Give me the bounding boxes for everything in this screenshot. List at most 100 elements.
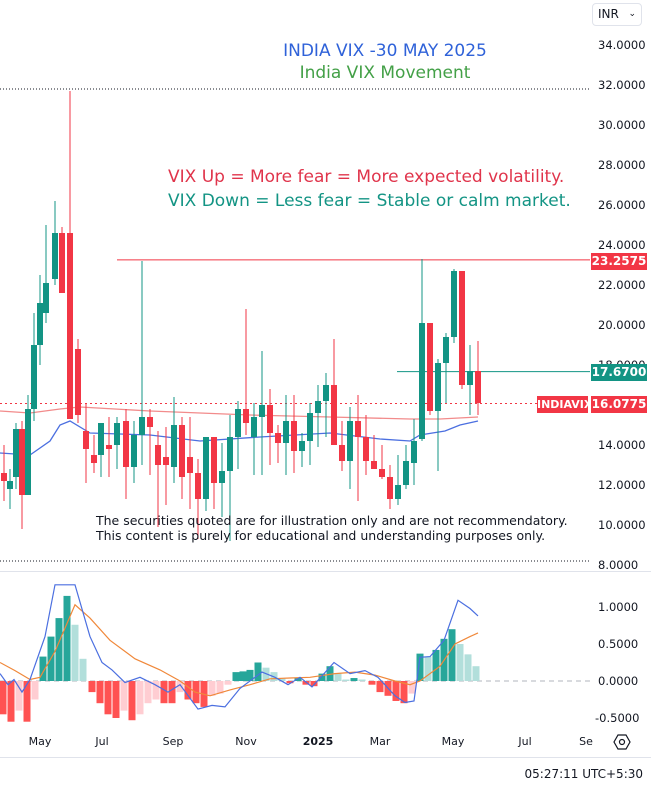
- candle: [315, 385, 321, 447]
- note-vix-up: VIX Up = More fear = More expected volat…: [168, 167, 565, 187]
- histogram-bar: [376, 681, 384, 693]
- candle: [123, 409, 129, 499]
- histogram-bar: [96, 681, 104, 704]
- disclaimer-line-1: The securities quoted are for illustrati…: [96, 513, 568, 528]
- chevron-down-icon: ⌄: [628, 9, 636, 19]
- pane-divider[interactable]: [0, 571, 651, 572]
- candle: [307, 403, 313, 465]
- candle: [52, 201, 58, 285]
- histogram-bar: [286, 681, 294, 684]
- candle: [163, 427, 169, 505]
- candle: [451, 269, 457, 343]
- candle: [91, 435, 97, 473]
- price-tick: 14.0000: [598, 438, 646, 452]
- candle: [355, 395, 361, 501]
- last-price-label: 16.0775: [591, 396, 647, 413]
- candle: [267, 389, 273, 465]
- candle: [155, 431, 161, 527]
- histogram-bar: [472, 666, 480, 681]
- histogram-bar: [63, 595, 71, 681]
- histogram-bar: [358, 679, 366, 681]
- histogram-bar: [208, 681, 216, 696]
- annotation-notes: VIX Up = More fear = More expected volat…: [168, 165, 571, 213]
- histogram-bar: [88, 681, 96, 693]
- histogram-bar: [104, 681, 112, 715]
- oscillator-tick: 1.0000: [598, 600, 639, 614]
- histogram-bar: [7, 681, 15, 722]
- price-tick: 24.0000: [598, 238, 646, 252]
- candle: [98, 423, 104, 477]
- price-tick: 10.0000: [598, 518, 646, 532]
- candle: [363, 415, 369, 475]
- histogram-bar: [128, 681, 136, 721]
- histogram-bar: [392, 681, 400, 701]
- histogram-bar: [71, 624, 79, 681]
- clock-timezone[interactable]: 05:27:11 UTC+5:30: [524, 767, 644, 781]
- disclaimer: The securities quoted are for illustrati…: [96, 513, 568, 543]
- price-tick: 22.0000: [598, 278, 646, 292]
- price-tick: 20.0000: [598, 318, 646, 332]
- chart-settings-button[interactable]: [612, 733, 632, 751]
- histogram-bar: [294, 678, 302, 681]
- histogram-bar: [176, 681, 184, 693]
- oscillator-tick: 0.0000: [598, 674, 639, 688]
- time-tick: Sep: [162, 735, 184, 748]
- candle: [291, 395, 297, 473]
- disclaimer-line-2: This content is purely for educational a…: [96, 528, 546, 543]
- histogram-bar: [23, 681, 31, 722]
- candle: [227, 415, 233, 541]
- candle: [427, 323, 433, 415]
- candle: [31, 313, 37, 421]
- time-tick: Mar: [369, 735, 391, 748]
- oscillator-tick: 0.5000: [598, 637, 639, 651]
- price-tick: 30.0000: [598, 118, 646, 132]
- candle: [403, 445, 409, 489]
- candle: [435, 359, 441, 471]
- oscillator-lines: [0, 584, 479, 710]
- histogram-bar: [79, 658, 87, 681]
- candle: [339, 421, 345, 471]
- candle: [131, 421, 137, 483]
- candle: [139, 261, 145, 465]
- histogram-bar: [15, 681, 23, 711]
- histogram-bar: [160, 681, 168, 704]
- histogram-bar: [432, 649, 440, 681]
- chart-subtitle: India VIX Movement: [299, 63, 471, 83]
- histogram-bar: [239, 671, 247, 681]
- note-vix-down: VIX Down = Less fear = Stable or calm ma…: [168, 191, 571, 211]
- footer-divider: [0, 757, 651, 758]
- price-tick: 32.0000: [598, 78, 646, 92]
- candle: [147, 409, 153, 475]
- candle: [443, 333, 449, 403]
- histogram-bar: [120, 681, 128, 711]
- candle: [211, 437, 217, 509]
- candle: [251, 403, 257, 475]
- chart-title: INDIA VIX -30 MAY 2025: [283, 41, 487, 61]
- time-tick: May: [28, 735, 52, 748]
- histogram-bar: [456, 644, 464, 681]
- currency-select[interactable]: INR ⌄: [592, 3, 642, 26]
- candle: [25, 395, 31, 495]
- oscillator-histogram: [0, 595, 480, 722]
- histogram-bar: [400, 681, 408, 704]
- candle: [19, 421, 25, 529]
- price-tick: 12.0000: [598, 478, 646, 492]
- candle: [179, 417, 185, 499]
- time-tick: Nov: [235, 735, 257, 748]
- histogram-bar: [152, 681, 160, 700]
- candle: [59, 227, 65, 293]
- candle: [467, 345, 473, 415]
- candlestick-series: [1, 91, 481, 541]
- histogram-bar: [424, 656, 432, 681]
- candle: [114, 417, 120, 469]
- candle: [459, 271, 465, 389]
- candle: [243, 309, 249, 435]
- histogram-bar: [254, 662, 262, 681]
- histogram-bar: [318, 673, 326, 681]
- histogram-bar: [112, 681, 120, 718]
- histogram-bar: [310, 681, 318, 687]
- price-tick: 28.0000: [598, 158, 646, 172]
- histogram-bar: [464, 654, 472, 681]
- time-tick: Jul: [95, 735, 109, 748]
